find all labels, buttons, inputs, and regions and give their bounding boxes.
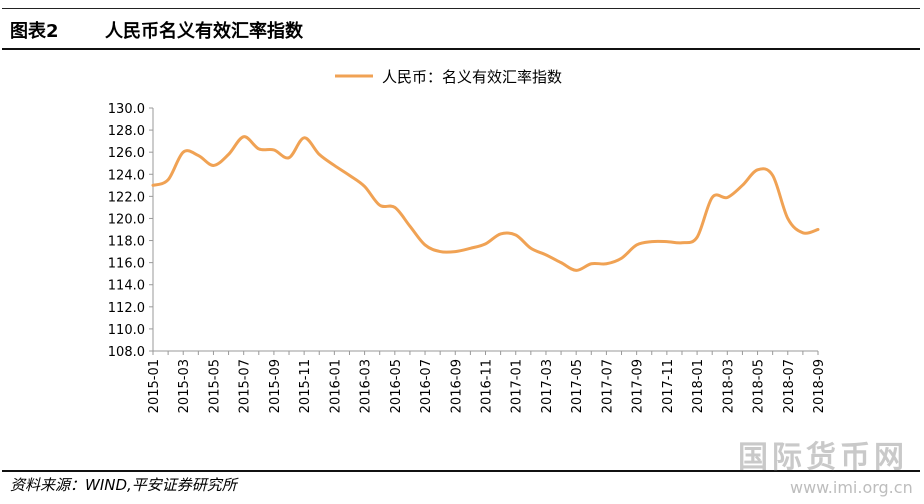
series-layer bbox=[151, 135, 820, 272]
x-tick-label: 2018-07 bbox=[782, 359, 797, 413]
top-rule bbox=[2, 8, 920, 9]
bottom-rule bbox=[2, 470, 920, 472]
figure-label: 图表2 bbox=[10, 21, 59, 42]
x-tick-label: 2016-01 bbox=[328, 359, 343, 413]
y-tick-label: 114.0 bbox=[108, 279, 145, 294]
x-tick-label: 2015-09 bbox=[268, 359, 283, 413]
x-axis: 2015-01 2015-03 2015-05 2015-07 2015-09 2015-… bbox=[147, 350, 827, 413]
figure-title: 人民币名义有效汇率指数 bbox=[105, 21, 303, 42]
x-tick-label: 2017-05 bbox=[570, 359, 585, 413]
y-tick-label: 112.0 bbox=[108, 301, 145, 316]
y-axis: 130.0 128.0 126.0 124.0 122.0 120.0 118.0 116.0… bbox=[108, 102, 154, 360]
x-tick-label: 2017-07 bbox=[600, 359, 615, 413]
y-tick-label: 128.0 bbox=[108, 124, 145, 139]
y-tick-label: 116.0 bbox=[108, 257, 145, 272]
x-tick-label: 2016-03 bbox=[359, 359, 374, 413]
x-tick-label: 2018-05 bbox=[752, 359, 767, 413]
x-tick-label: 2017-09 bbox=[631, 359, 646, 413]
y-tick-label: 122.0 bbox=[108, 190, 145, 205]
y-tick-label: 126.0 bbox=[108, 146, 145, 161]
x-tick-label: 2018-03 bbox=[721, 359, 736, 413]
y-tick-label: 120.0 bbox=[108, 212, 145, 227]
x-tick-label: 2016-11 bbox=[480, 359, 495, 413]
legend-label: 人民币：名义有效汇率指数 bbox=[382, 68, 562, 86]
x-tick-label: 2015-07 bbox=[238, 359, 253, 413]
x-tick-label: 2017-03 bbox=[540, 359, 555, 413]
x-tick-label: 2018-09 bbox=[812, 359, 827, 413]
x-tick-label: 2015-01 bbox=[147, 359, 162, 413]
line-chart: 人民币：名义有效汇率指数 130.0 128.0 126.0 124.0 122.0 12… bbox=[108, 68, 827, 413]
figure-header: 图表2 人民币名义有效汇率指数 bbox=[10, 17, 303, 43]
watermark-logo: 国际货币网 bbox=[738, 440, 908, 475]
x-tick-label: 2016-05 bbox=[389, 359, 404, 413]
x-tick-label: 2017-11 bbox=[661, 359, 676, 413]
x-tick-label: 2018-01 bbox=[691, 359, 706, 413]
y-tick-label: 110.0 bbox=[108, 323, 145, 338]
legend: 人民币：名义有效汇率指数 bbox=[335, 68, 562, 86]
x-tick-label: 2015-11 bbox=[298, 359, 313, 413]
x-tick-label: 2015-03 bbox=[177, 359, 192, 413]
y-tick-label: 124.0 bbox=[108, 168, 145, 183]
chart-area: 人民币：名义有效汇率指数 130.0 128.0 126.0 124.0 122.0 12… bbox=[0, 50, 924, 470]
y-tick-label: 130.0 bbox=[108, 102, 145, 117]
header-rule bbox=[2, 48, 920, 50]
x-tick-label: 2017-01 bbox=[510, 359, 525, 413]
y-tick-label: 108.0 bbox=[108, 345, 145, 360]
y-tick-label: 118.0 bbox=[108, 235, 145, 250]
watermark-url: www.imi.org.cn bbox=[790, 478, 913, 497]
series-line bbox=[151, 135, 820, 272]
x-tick-label: 2016-09 bbox=[449, 359, 464, 413]
x-tick-label: 2015-05 bbox=[207, 359, 222, 413]
x-tick-label: 2016-07 bbox=[419, 359, 434, 413]
source-note: 资料来源：WIND,平安证券研究所 bbox=[10, 476, 237, 494]
